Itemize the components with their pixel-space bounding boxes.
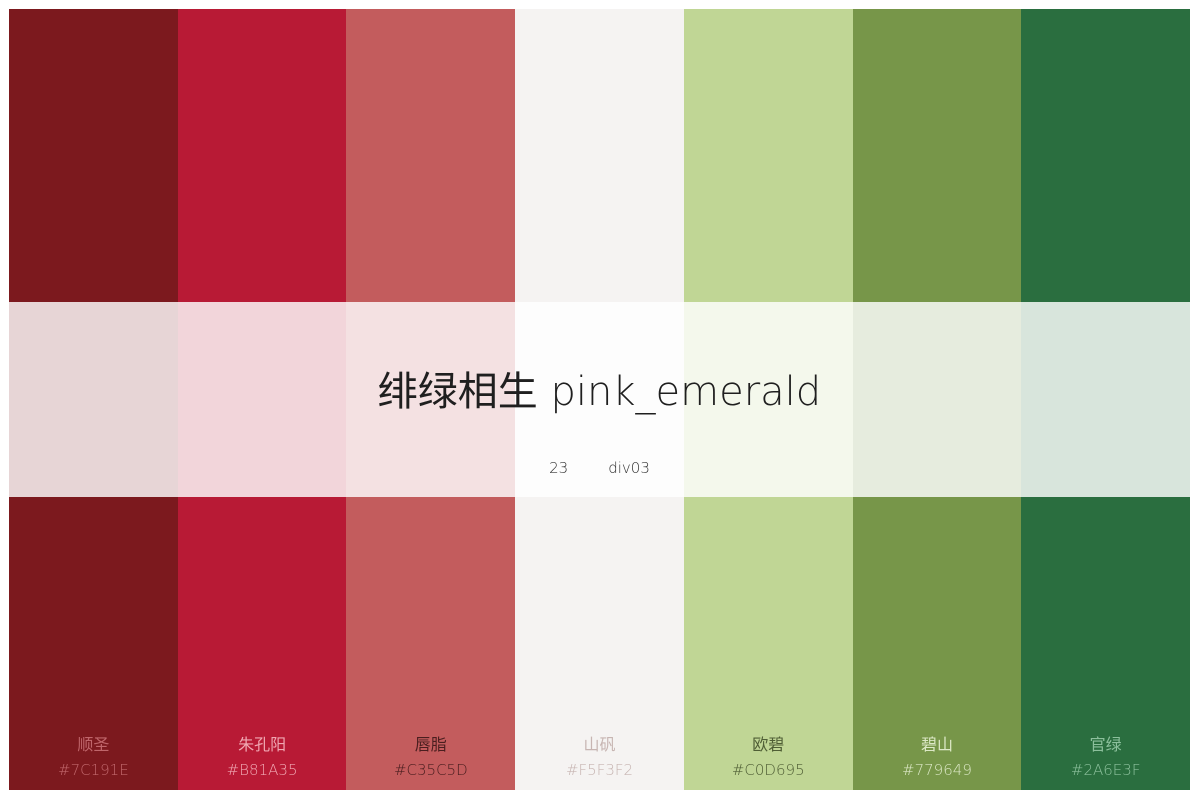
palette-swatches: 顺圣 #7C191E 朱孔阳 #B81A35 唇脂 #C35C5D 山矾 #F5… [9,9,1191,790]
swatch-name: 官绿 [1089,735,1122,754]
palette-count: 23 [549,459,569,477]
palette-title: 绯绿相生 pink_emerald [377,369,822,415]
swatch-hex: #C0D695 [731,761,805,779]
swatch-name: 山矾 [583,735,616,754]
title-band: 绯绿相生 pink_emerald 23 div03 [9,302,1190,497]
swatch-hex: #7C191E [58,761,129,779]
palette-code: div03 [608,459,650,477]
swatch-hex: #2A6E3F [1070,761,1141,779]
swatch-name: 顺圣 [77,735,110,754]
swatch-hex: #F5F3F2 [565,761,634,779]
swatch-name: 朱孔阳 [238,735,287,754]
swatch-hex: #779649 [902,761,972,779]
swatch-name: 唇脂 [414,735,447,754]
swatch-name: 碧山 [920,735,953,754]
swatch-hex: #C35C5D [393,761,468,779]
swatch-name: 欧碧 [752,735,785,754]
swatch-hex: #B81A35 [226,761,298,779]
palette-meta: 23 div03 [9,459,1190,477]
